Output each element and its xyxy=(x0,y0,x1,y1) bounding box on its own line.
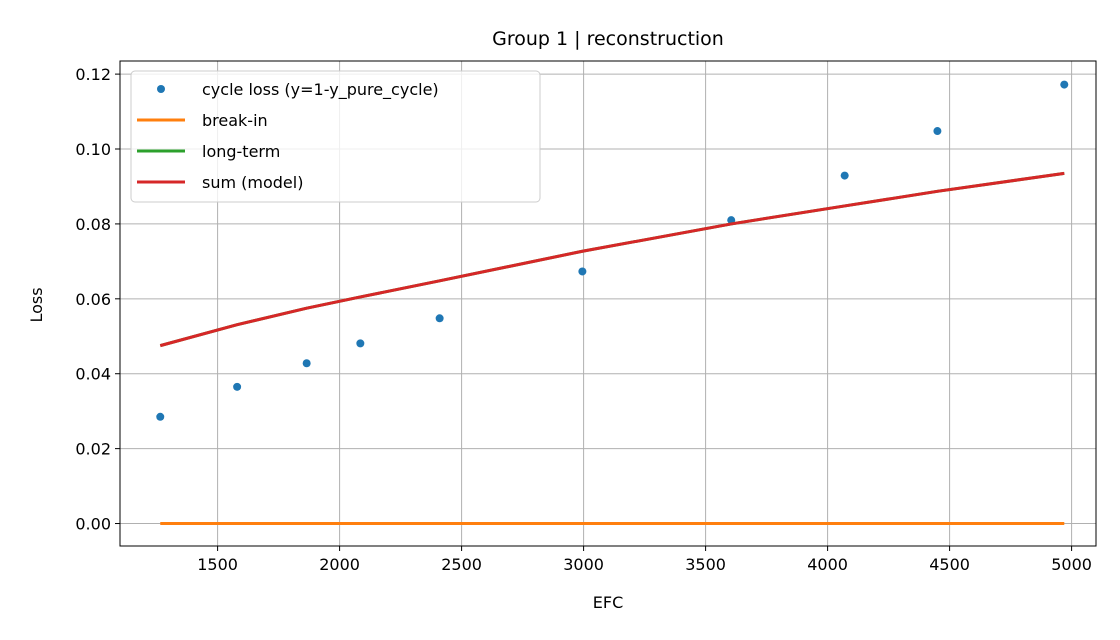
x-tick-label: 2000 xyxy=(319,555,360,574)
scatter-point xyxy=(435,314,444,323)
chart-title: Group 1 | reconstruction xyxy=(492,28,724,50)
scatter-point xyxy=(356,339,365,348)
series-layer xyxy=(156,80,1069,526)
y-tick-label: 0.00 xyxy=(75,515,111,534)
legend-label: cycle loss (y=1-y_pure_cycle) xyxy=(202,80,439,100)
x-tick-label: 4000 xyxy=(807,555,848,574)
legend-marker xyxy=(157,85,165,93)
plot-frame xyxy=(119,60,1097,547)
scatter-point xyxy=(156,412,165,421)
legend-label: break-in xyxy=(202,111,268,130)
y-tick-label: 0.04 xyxy=(75,365,111,384)
y-tick-label: 0.02 xyxy=(75,440,111,459)
x-tick-label: 3000 xyxy=(563,555,604,574)
scatter-point xyxy=(840,171,849,180)
y-tick-label: 0.08 xyxy=(75,215,111,234)
legend-frame xyxy=(130,70,541,203)
tick-layer: 1500 2000 2500 3000 3500 4000 4500 5000 0.00 0.02… xyxy=(75,65,1092,574)
x-tick-label: 1500 xyxy=(197,555,238,574)
series-line-3 xyxy=(159,171,1065,348)
scatter-point xyxy=(933,127,942,136)
y-tick-label: 0.10 xyxy=(75,140,111,159)
y-tick-label: 0.06 xyxy=(75,290,111,309)
legend-label: sum (model) xyxy=(202,173,303,192)
legend-label: long-term xyxy=(202,142,280,161)
x-tick-label: 3500 xyxy=(685,555,726,574)
legend: cycle loss (y=1-y_pure_cycle) break-in lon… xyxy=(130,70,541,203)
scatter-point xyxy=(1060,80,1069,89)
scatter-point xyxy=(302,359,311,368)
x-tick-label: 2500 xyxy=(441,555,482,574)
scatter-point xyxy=(233,382,242,391)
x-tick-label: 5000 xyxy=(1051,555,1092,574)
y-tick-label: 0.12 xyxy=(75,65,111,84)
x-tick-label: 4500 xyxy=(929,555,970,574)
scatter-point xyxy=(578,267,587,276)
x-axis-label: EFC xyxy=(593,593,623,612)
y-axis-label: Loss xyxy=(27,287,46,322)
